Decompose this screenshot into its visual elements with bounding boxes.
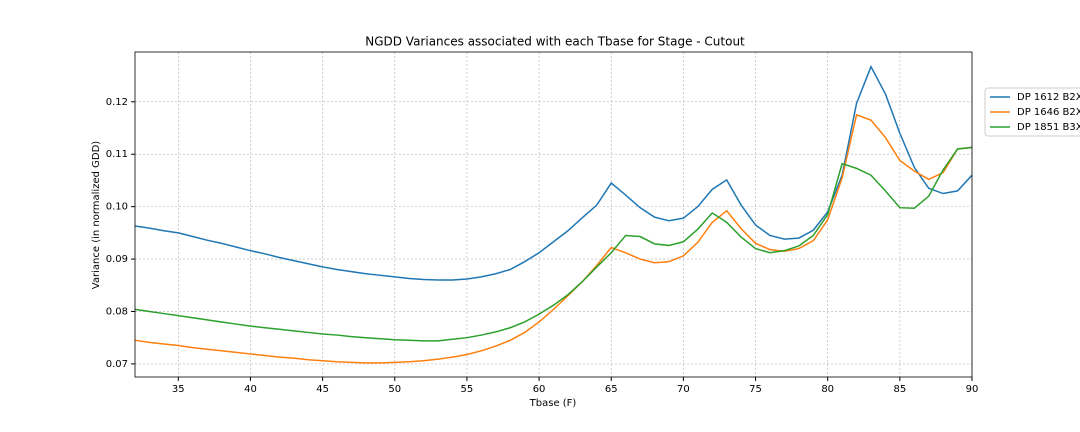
x-tick-label: 80: [821, 384, 834, 395]
x-tick-label: 55: [461, 384, 474, 395]
x-tick-label: 60: [533, 384, 546, 395]
x-tick-label: 70: [677, 384, 690, 395]
x-tick-label: 75: [749, 384, 762, 395]
y-tick-label: 0.09: [106, 254, 128, 265]
y-tick-label: 0.11: [106, 149, 128, 160]
x-tick-label: 35: [172, 384, 185, 395]
line-series: [134, 113, 973, 364]
y-tick-label: 0.10: [106, 202, 128, 213]
x-tick-label: 90: [966, 384, 979, 395]
legend-box: [984, 87, 1080, 137]
x-tick-label: 45: [316, 384, 329, 395]
x-axis-label: Tbase (F): [529, 398, 577, 409]
chart-title: NGDD Variances associated with each Tbas…: [365, 35, 745, 49]
plot-frame: [134, 51, 973, 378]
y-axis-label: Variance (in normalized GDD): [91, 141, 102, 289]
y-tick-label: 0.12: [106, 97, 128, 108]
line-series: [134, 146, 973, 342]
x-tick-label: 85: [893, 384, 906, 395]
x-tick-label: 50: [388, 384, 401, 395]
legend-label: DP 1612 B2X: [1017, 92, 1080, 103]
y-tick-label: 0.07: [106, 359, 128, 370]
y-tick-label: 0.08: [106, 306, 128, 317]
x-tick-label: 40: [244, 384, 257, 395]
legend-label: DP 1646 B2X: [1017, 107, 1080, 118]
x-tick-label: 65: [605, 384, 618, 395]
legend-label: DP 1851 B3X: [1017, 122, 1080, 133]
